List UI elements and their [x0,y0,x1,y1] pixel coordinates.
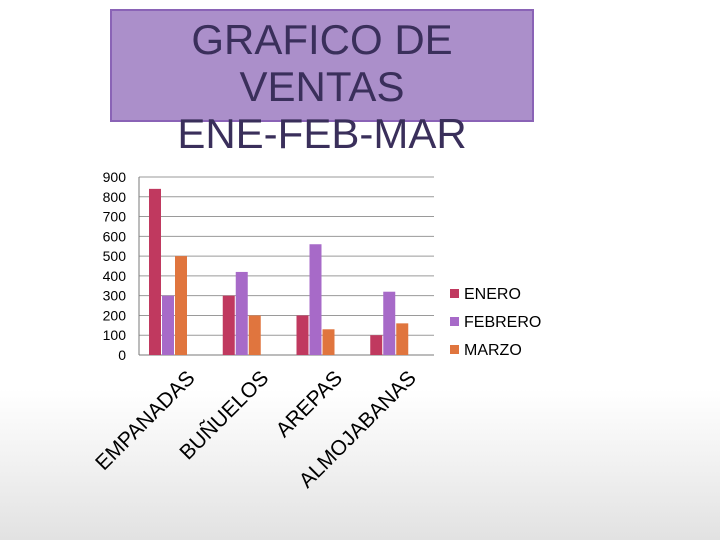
chart-title: GRAFICO DE VENTAS ENE-FEB-MAR [110,16,534,157]
legend-swatch-febrero [450,317,459,326]
title-line-2: VENTAS [239,63,405,110]
bar-febrero-0 [162,295,174,355]
bar-marzo-3 [396,323,409,355]
bar-marzo-2 [322,329,335,355]
y-tick-label-400: 400 [103,268,127,284]
bar-febrero-1 [235,271,248,355]
bar-enero-2 [296,315,309,355]
title-line-1: GRAFICO DE [191,16,453,63]
y-tick-label-500: 500 [103,248,127,264]
bar-febrero-3 [383,291,396,355]
bar-marzo-1 [248,315,261,355]
legend-label-enero: ENERO [464,286,521,303]
y-tick-label-600: 600 [103,228,127,244]
bar-febrero-2 [309,244,322,355]
y-tick-label-300: 300 [103,288,127,304]
bar-enero-0 [149,188,161,355]
y-tick-label-700: 700 [103,209,127,225]
y-tick-label-0: 0 [118,347,126,363]
bar-marzo-0 [175,256,187,355]
legend-label-marzo: MARZO [464,342,522,359]
y-tick-label-100: 100 [103,327,127,343]
y-tick-label-800: 800 [103,189,127,205]
x-category-label-0: EMPANADAS [91,366,199,474]
title-box [110,9,534,122]
x-category-label-2: AREPAS [272,366,347,441]
bar-enero-3 [370,335,383,355]
legend-swatch-enero [450,289,459,298]
bar-enero-1 [222,295,235,355]
legend-swatch-marzo [450,345,459,354]
title-line-3: ENE-FEB-MAR [177,110,467,157]
y-tick-label-200: 200 [103,307,127,323]
y-tick-label-900: 900 [103,169,127,185]
legend-label-febrero: FEBRERO [464,314,541,331]
